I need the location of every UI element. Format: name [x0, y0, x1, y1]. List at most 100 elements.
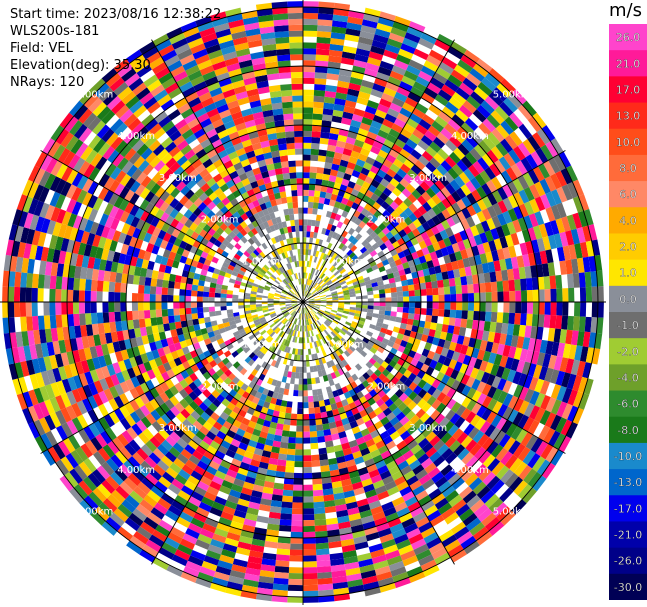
ppi-gate: [288, 335, 293, 342]
ppi-gate: [245, 313, 252, 318]
ppi-gate: [110, 136, 124, 150]
ppi-gate: [128, 328, 136, 339]
ppi-gate: [438, 294, 445, 302]
ppi-gate: [428, 49, 445, 62]
ppi-gate: [534, 378, 545, 393]
ppi-gate: [55, 395, 66, 410]
ppi-gate: [318, 309, 325, 313]
ppi-gate: [257, 210, 265, 218]
ppi-gate: [416, 269, 425, 278]
ppi-gate: [196, 112, 210, 124]
ppi-gate: [313, 95, 325, 103]
ppi-gate: [317, 571, 332, 579]
ppi-gate: [222, 51, 238, 61]
ppi-gate: [276, 173, 284, 181]
ppi-gate: [231, 257, 239, 264]
ppi-gate: [92, 393, 104, 407]
ppi-gate: [271, 595, 288, 603]
ppi-gate: [378, 289, 386, 294]
ppi-gate: [328, 463, 339, 471]
ppi-gate: [82, 178, 94, 193]
ppi-gate: [138, 310, 145, 320]
ppi-gate: [431, 280, 438, 289]
ppi-gate: [278, 284, 284, 290]
ppi-gate: [482, 350, 492, 363]
ppi-gate: [291, 371, 296, 379]
ppi-gate: [239, 314, 247, 319]
ppi-gate: [344, 33, 360, 43]
ppi-gate: [440, 160, 453, 172]
ppi-gate: [89, 245, 98, 258]
ppi-gate: [341, 210, 349, 218]
ppi-gate: [134, 184, 146, 196]
ppi-gate: [576, 257, 585, 274]
ppi-gate: [119, 186, 130, 199]
ppi-gate: [290, 531, 303, 538]
ppi-gate: [60, 456, 74, 472]
ppi-gate: [339, 329, 346, 336]
ppi-gate: [164, 265, 172, 274]
ppi-gate: [28, 198, 39, 215]
ppi-gate: [206, 445, 218, 456]
ppi-gate: [582, 331, 591, 348]
ppi-gate: [75, 229, 85, 243]
ppi-gate: [365, 315, 373, 321]
ppi-gate: [159, 354, 169, 365]
ppi-gate: [120, 302, 127, 312]
ppi-gate: [413, 209, 423, 219]
ppi-gate: [113, 508, 129, 523]
ppi-gate: [317, 202, 324, 210]
ppi-gate: [313, 256, 318, 263]
ppi-gate: [538, 302, 545, 315]
ppi-gate: [219, 214, 228, 223]
ppi-gate: [201, 560, 218, 572]
ppi-gate: [500, 420, 513, 434]
ppi-gate: [113, 81, 129, 96]
ppi-gate: [84, 371, 94, 385]
ppi-gate: [226, 343, 234, 351]
ppi-gate: [472, 481, 487, 495]
ppi-gate: [153, 502, 169, 515]
ppi-gate: [306, 306, 310, 312]
ppi-gate: [504, 134, 518, 150]
ppi-gate: [312, 107, 324, 115]
ppi-gate: [196, 334, 204, 343]
ppi-gate: [153, 432, 166, 444]
ppi-gate: [252, 428, 262, 437]
ppi-gate: [307, 249, 312, 256]
ppi-gate: [361, 239, 369, 247]
ppi-gate: [267, 463, 278, 471]
ppi-gate: [220, 365, 229, 374]
ppi-gate: [173, 237, 183, 247]
ppi-gate: [495, 465, 510, 480]
ppi-gate: [406, 118, 419, 129]
ppi-gate: [281, 221, 288, 228]
ppi-gate: [146, 512, 162, 525]
ppi-gate: [491, 291, 498, 302]
ppi-gate: [338, 278, 346, 284]
ppi-gate: [115, 450, 128, 464]
ppi-gate: [436, 132, 450, 145]
ppi-gate: [121, 68, 137, 82]
ppi-gate: [250, 368, 259, 377]
ppi-gate: [117, 63, 134, 78]
ppi-gate: [291, 287, 297, 293]
ppi-gate: [137, 363, 147, 374]
ppi-gate: [270, 199, 278, 207]
ppi-gate: [486, 411, 498, 425]
ppi-gate: [499, 259, 507, 271]
ppi-gate: [229, 260, 237, 268]
ppi-gate: [538, 289, 545, 302]
ppi-gate: [311, 137, 321, 144]
ppi-gate: [339, 159, 349, 168]
ppi-gate: [291, 77, 303, 84]
ppi-gate: [176, 75, 191, 88]
ppi-gate: [248, 334, 256, 341]
ppi-gate: [176, 231, 186, 241]
ppi-gate: [93, 257, 102, 270]
ppi-gate: [260, 140, 270, 149]
ppi-gate: [445, 101, 459, 115]
ppi-gate: [274, 235, 280, 243]
ppi-gate: [512, 324, 521, 337]
ppi-gate: [468, 426, 480, 440]
